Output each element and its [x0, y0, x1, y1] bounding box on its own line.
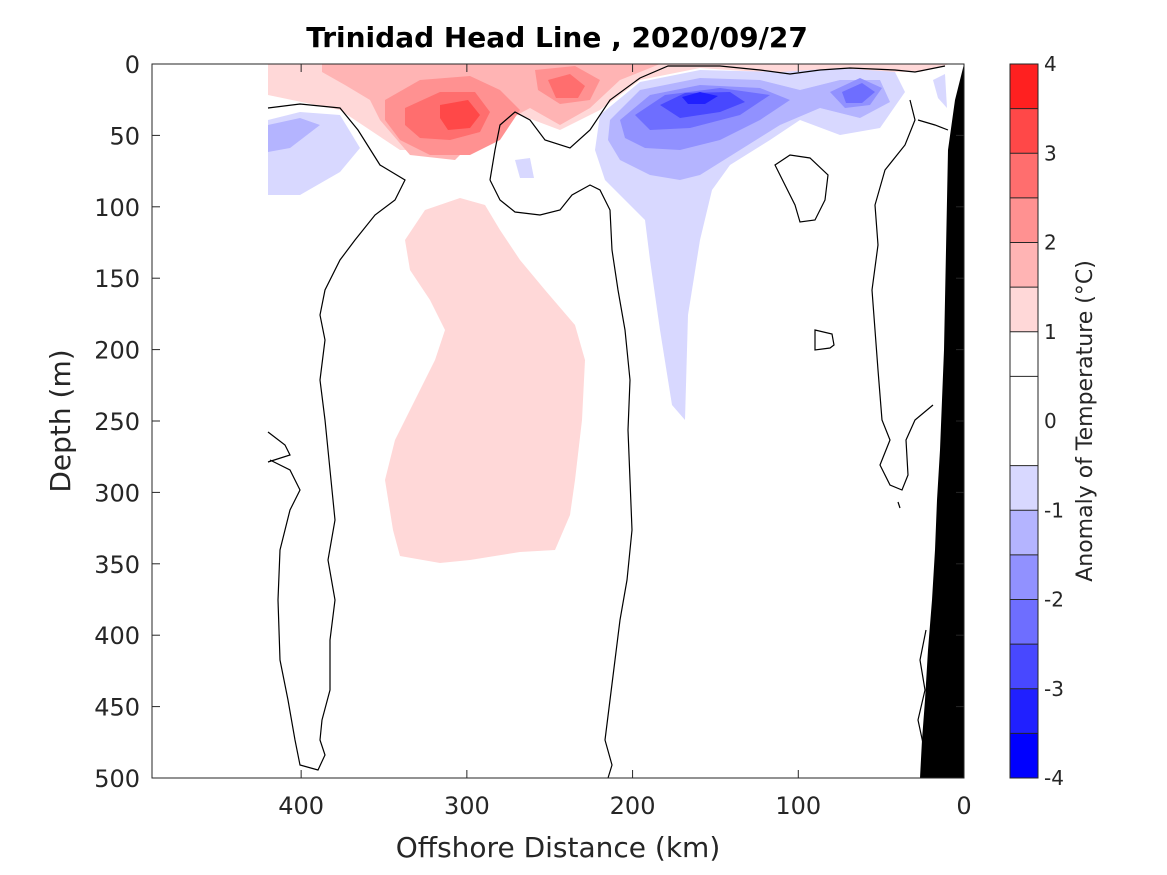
zero-contour — [871, 99, 934, 491]
x-axis-label: Offshore Distance (km) — [396, 831, 721, 864]
y-tick-label: 0 — [125, 51, 140, 79]
anomaly-region-warm-subsurface — [385, 198, 585, 563]
anomaly-region-cold-level-1 — [515, 158, 534, 178]
colorbar-tick-label: -1 — [1044, 498, 1064, 522]
zero-contour — [917, 629, 927, 749]
zero-contour — [897, 501, 901, 509]
colorbar — [1010, 64, 1038, 778]
y-axis-label: Depth (m) — [44, 349, 77, 492]
colorbar-swatch — [1010, 510, 1038, 555]
x-tick-label: 400 — [278, 792, 324, 820]
anomaly-region-cold-level-4 — [842, 83, 875, 103]
colorbar-swatch — [1010, 153, 1038, 198]
y-tick-label: 150 — [94, 265, 140, 293]
y-tick-label: 200 — [94, 337, 140, 365]
colorbar-frame — [1009, 63, 1039, 779]
colorbar-tick-label: -4 — [1044, 766, 1064, 790]
colorbar-swatch — [1010, 688, 1038, 734]
zero-contour — [267, 103, 406, 771]
colorbar-swatch — [1010, 197, 1038, 243]
bathymetry-land-mask — [920, 64, 964, 778]
y-axis: 0 50 100 150 200 250 300 350 400 450 500 — [94, 51, 964, 793]
colorbar-tick-label: 4 — [1044, 52, 1057, 76]
colorbar-swatch — [1010, 644, 1038, 689]
colorbar-tick-label: -3 — [1044, 677, 1064, 701]
x-tick-label: 300 — [444, 792, 490, 820]
anomaly-region-cold-level-6 — [682, 92, 718, 104]
anomaly-region-cold-level-5 — [660, 92, 745, 118]
colorbar-label: Anomaly of Temperature (°C) — [1073, 260, 1098, 582]
x-tick-label: 200 — [610, 792, 656, 820]
colorbar-tick-label: 0 — [1044, 409, 1057, 433]
colorbar-tick-label: -2 — [1044, 588, 1064, 612]
colorbar-swatch — [1010, 554, 1038, 600]
anomaly-region-warm-level-2 — [548, 74, 585, 98]
colorbar-swatch — [1010, 108, 1038, 154]
zero-contour — [489, 65, 946, 181]
colorbar-tick-label: 3 — [1044, 141, 1057, 165]
x-tick-label: 100 — [775, 792, 821, 820]
y-tick-label: 50 — [109, 122, 140, 150]
colorbar-swatch — [1010, 64, 1038, 109]
colorbar-tick-label: 1 — [1044, 320, 1057, 344]
zero-contour — [489, 179, 633, 778]
y-tick-label: 450 — [94, 694, 140, 722]
chart-title: Trinidad Head Line , 2020/09/27 — [306, 21, 808, 54]
colorbar-swatch — [1010, 287, 1038, 332]
zero-contour — [774, 154, 829, 223]
y-tick-label: 400 — [94, 622, 140, 650]
colorbar-swatch — [1010, 599, 1038, 645]
anomaly-region-warm-level-5 — [440, 100, 480, 130]
colorbar-tick-label: 2 — [1044, 231, 1057, 255]
y-tick-label: 500 — [94, 765, 140, 793]
colorbar-swatch — [1010, 376, 1038, 466]
x-axis: 400 300 200 100 0 — [278, 64, 972, 820]
contour-field — [267, 64, 964, 778]
colorbar-ticks: 4 3 2 1 0 -1 -2 -3 -4 — [1044, 52, 1064, 790]
anomaly-region-cold-level-2 — [268, 118, 320, 152]
zero-contour — [267, 431, 291, 463]
colorbar-swatch — [1010, 242, 1038, 288]
y-tick-label: 350 — [94, 551, 140, 579]
y-tick-label: 250 — [94, 408, 140, 436]
colorbar-swatch — [1010, 733, 1038, 778]
zero-contour — [814, 329, 835, 351]
zero-contour — [917, 119, 949, 131]
x-tick-label: 0 — [956, 792, 971, 820]
y-tick-label: 300 — [94, 479, 140, 507]
anomaly-region-cold-level-1 — [933, 74, 947, 108]
y-tick-label: 100 — [94, 194, 140, 222]
colorbar-swatch — [1010, 331, 1038, 377]
colorbar-swatch — [1010, 465, 1038, 511]
zero-contour-lines — [267, 65, 949, 778]
